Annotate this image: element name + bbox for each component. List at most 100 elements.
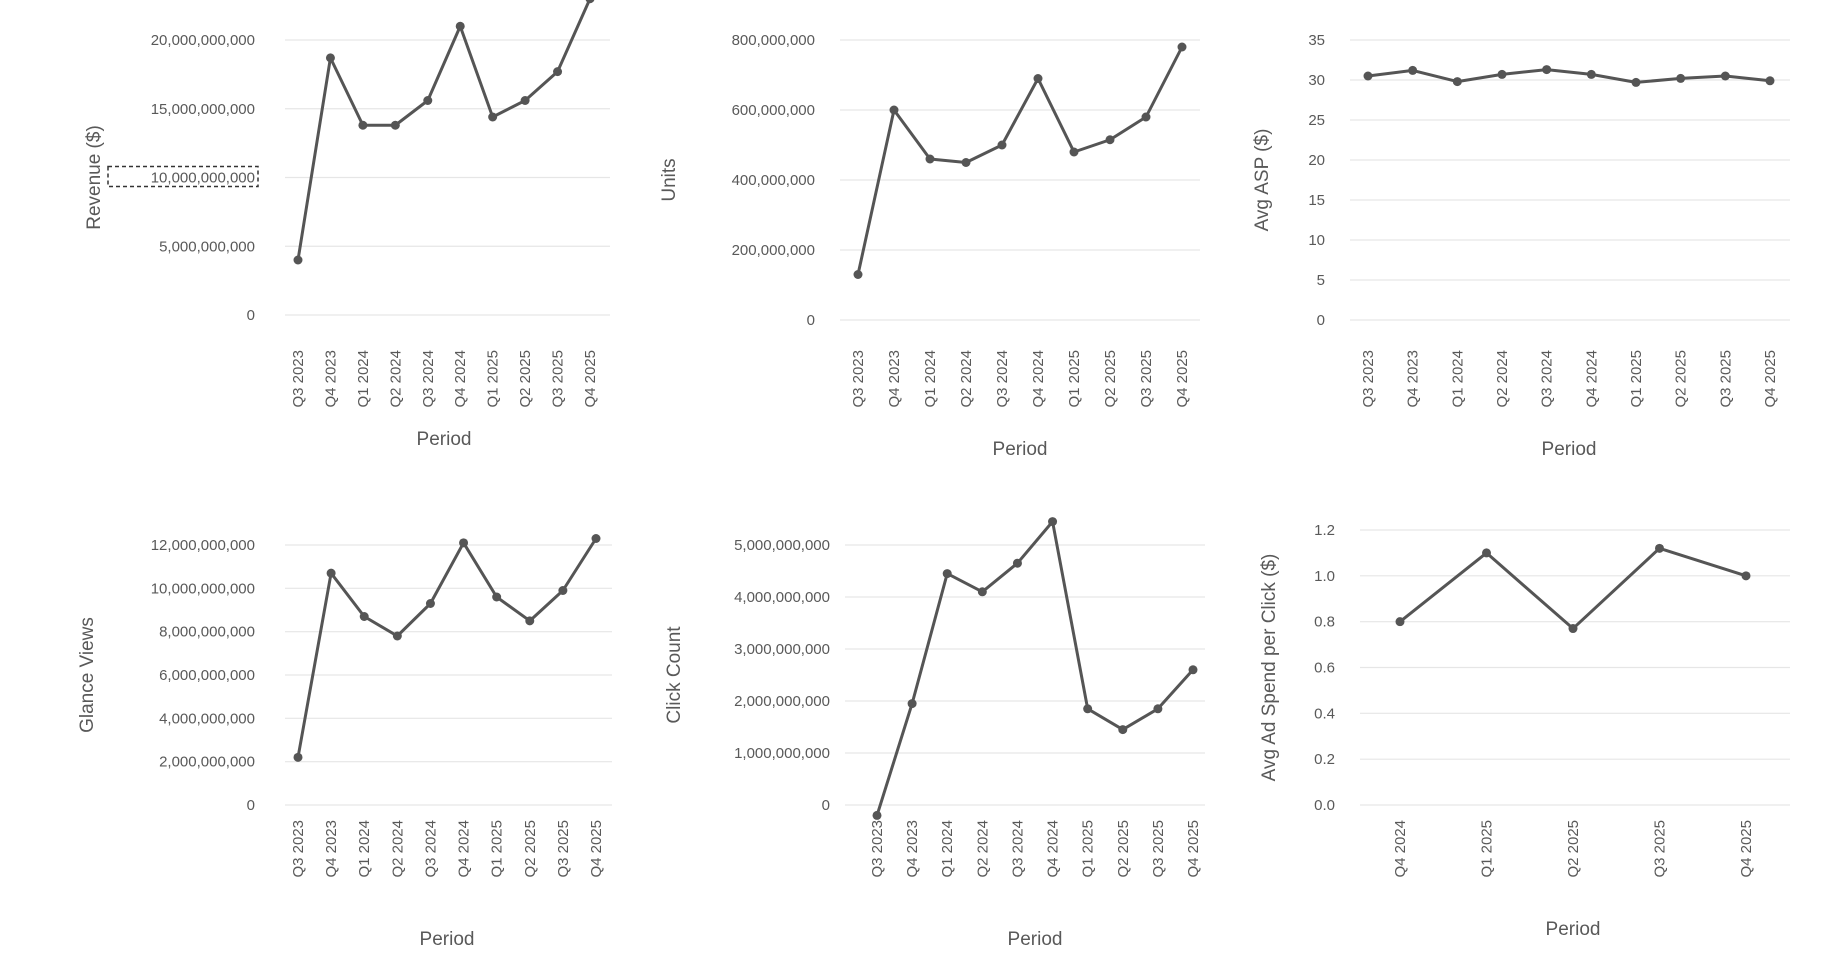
y-tick-label: 4,000,000,000 [734, 589, 830, 606]
data-point [1012, 558, 1022, 568]
y-tick-focus-box[interactable] [107, 165, 259, 188]
chart-6: 0.0 0.2 0.4 0.6 0.8 1.0 1.2 Q4 2024 Q1 2025 Q2 20… [1259, 522, 1790, 940]
y-tick-label: 0 [247, 797, 255, 814]
y-tick-label: 2,000,000,000 [159, 754, 255, 771]
data-point [1676, 73, 1686, 83]
data-point [1395, 617, 1405, 627]
x-axis-title: Period [1546, 919, 1601, 940]
x-tick-label: Q3 2025 [1150, 820, 1167, 878]
x-tick-label: Q4 2023 [1405, 350, 1422, 408]
chart-1: 0 5,000,000,000 10,000,000,000 15,000,000,0… [84, 0, 610, 450]
data-point [293, 255, 303, 265]
data-point [1141, 112, 1151, 122]
y-tick-label: 10,000,000,000 [151, 170, 255, 187]
y-tick-label: 1.2 [1314, 522, 1335, 539]
x-tick-label: Q1 2025 [485, 350, 502, 408]
y-axis-title: Glance Views [77, 617, 98, 733]
data-point [1069, 147, 1079, 157]
x-tick-label: Q2 2025 [1115, 820, 1132, 878]
y-tick-label: 15,000,000,000 [151, 101, 255, 118]
x-tick-label: Q2 2025 [1102, 350, 1119, 408]
x-tick-label: Q4 2024 [456, 820, 473, 878]
x-axis-title: Period [1008, 929, 1063, 950]
x-tick-label: Q1 2024 [355, 350, 372, 408]
y-tick-label: 1.0 [1314, 568, 1335, 585]
x-tick-label: Q2 2025 [1673, 350, 1690, 408]
data-point [1631, 77, 1641, 87]
x-tick-label: Q2 2024 [1494, 350, 1511, 408]
data-point [977, 587, 987, 597]
data-point [1482, 548, 1491, 558]
y-tick-label: 20 [1308, 152, 1325, 169]
x-tick-label: Q3 2023 [1360, 350, 1377, 408]
y-tick-label: 15 [1308, 192, 1325, 209]
y-tick-label: 6,000,000,000 [159, 667, 255, 684]
data-point [553, 67, 563, 77]
x-tick-label: Q3 2025 [1138, 350, 1155, 408]
x-tick-label: Q3 2025 [555, 820, 572, 878]
data-point [889, 105, 899, 115]
data-point [1542, 65, 1552, 75]
data-point [425, 599, 435, 608]
x-axis-title: Period [417, 429, 472, 450]
series-line [296, 537, 598, 758]
x-tick-label: Q1 2025 [489, 820, 506, 878]
y-axis-title: Avg Ad Spend per Click ($) [1259, 554, 1280, 782]
data-point [525, 616, 535, 626]
data-point [1118, 725, 1128, 735]
data-point [1741, 571, 1751, 581]
y-tick-label: 0 [822, 797, 830, 814]
y-tick-label: 200,000,000 [732, 242, 815, 259]
x-tick-label: Q2 2025 [522, 820, 539, 878]
x-tick-label: Q1 2024 [922, 350, 939, 408]
data-point [1153, 704, 1163, 714]
y-tick-label: 0 [247, 307, 255, 324]
x-axis-title: Period [993, 439, 1048, 460]
data-point [423, 96, 433, 105]
x-tick-label: Q2 2024 [389, 820, 406, 878]
y-tick-label: 3,000,000,000 [734, 641, 830, 658]
x-tick-label: Q3 2023 [850, 350, 867, 408]
data-point [455, 21, 465, 31]
data-point [492, 592, 502, 602]
x-tick-label: Q3 2025 [1717, 350, 1734, 408]
x-tick-label: Q4 2023 [886, 350, 903, 408]
chart-4: 0 2,000,000,000 4,000,000,000 6,000,000,000… [77, 534, 612, 950]
data-point [1083, 704, 1093, 714]
x-tick-label: Q4 2025 [588, 820, 605, 878]
data-point [907, 699, 917, 709]
y-tick-label: 0 [1317, 312, 1325, 329]
y-tick-label: 12,000,000,000 [151, 537, 255, 554]
y-tick-label: 4,000,000,000 [159, 710, 255, 727]
x-tick-label: Q4 2025 [1185, 820, 1202, 878]
data-point [1452, 77, 1462, 87]
data-point [942, 569, 952, 579]
y-tick-label: 35 [1308, 32, 1325, 49]
x-tick-label: Q2 2024 [958, 350, 975, 408]
data-point [358, 120, 368, 130]
y-axis-title: Revenue ($) [84, 125, 105, 230]
data-point [325, 53, 335, 63]
x-tick-label: Q1 2025 [1066, 350, 1083, 408]
y-tick-label: 0.4 [1314, 705, 1335, 722]
x-axis-title: Period [420, 929, 475, 950]
y-tick-label: 25 [1308, 112, 1325, 129]
y-tick-label: 0 [807, 312, 815, 329]
x-tick-label: Q1 2024 [356, 820, 373, 878]
x-tick-label: Q2 2025 [517, 350, 534, 408]
data-point [1497, 69, 1507, 79]
y-axis-title: Click Count [664, 626, 685, 724]
chart-5: 0 1,000,000,000 2,000,000,000 3,000,000,000… [664, 517, 1205, 950]
y-tick-label: 30 [1308, 72, 1325, 89]
x-axis-title: Period [1542, 439, 1597, 460]
data-point [1765, 76, 1775, 86]
data-point [1363, 71, 1373, 81]
data-point [1586, 69, 1596, 79]
x-tick-label: Q4 2025 [1738, 820, 1755, 878]
data-point [1568, 624, 1578, 634]
y-axis-title: Avg ASP ($) [1252, 129, 1273, 232]
series-line [296, 0, 592, 261]
x-tick-label: Q3 2023 [869, 820, 886, 878]
